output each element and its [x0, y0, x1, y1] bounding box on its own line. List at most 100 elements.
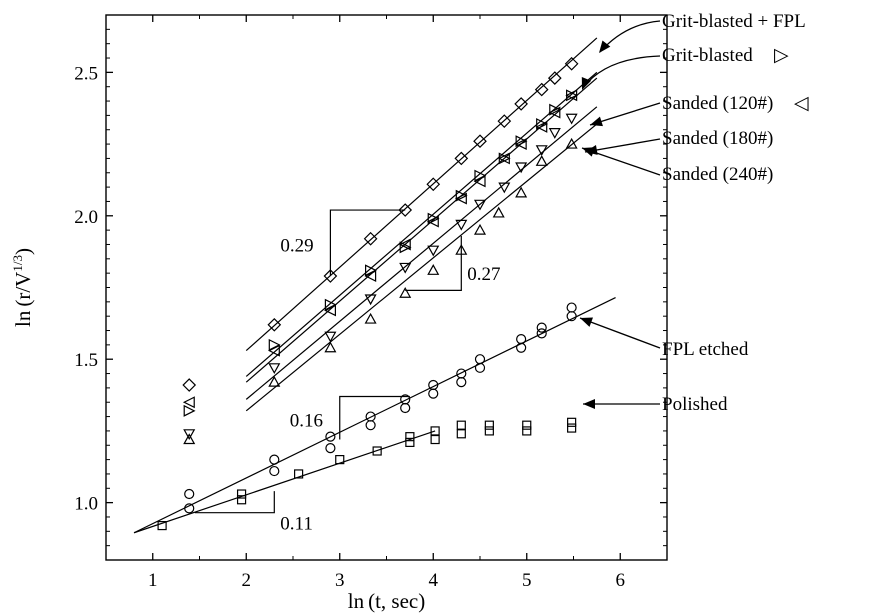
data-point-triangle-right — [427, 212, 440, 225]
fit-lines — [133, 37, 616, 534]
fit-line-triangle-down — [245, 106, 598, 400]
data-point-triangle-left — [473, 175, 486, 188]
data-point-triangle-left — [182, 396, 195, 409]
data-point-square — [236, 489, 247, 499]
data-point-triangle-up — [473, 223, 487, 235]
x-tick-label: 3 — [335, 570, 345, 591]
data-point-circle — [474, 354, 486, 365]
legend-arrow-head — [590, 116, 603, 127]
data-point-triangle-up — [427, 264, 440, 275]
legend-symbol-icon: ◁ — [794, 92, 809, 114]
fit-line-triangle-right — [245, 71, 598, 377]
data-point-triangle-left — [454, 192, 467, 205]
data-point-diamond — [547, 71, 562, 85]
data-point-triangle-down — [455, 219, 468, 231]
data-point-diamond — [323, 269, 338, 283]
data-point-square — [430, 426, 440, 436]
data-point-triangle-down — [268, 363, 281, 375]
data-point-triangle-up — [535, 155, 548, 166]
data-point-circle — [516, 334, 527, 345]
data-point-circle — [400, 394, 411, 405]
data-point-triangle-up — [268, 375, 281, 387]
data-point-diamond — [398, 203, 413, 217]
data-point-triangle-right — [455, 189, 468, 202]
data-point-square — [372, 446, 382, 456]
data-point-triangle-right — [365, 264, 377, 277]
slope-bracket — [329, 209, 406, 277]
data-point-square — [567, 417, 577, 427]
data-point-square — [430, 434, 440, 445]
data-point-diamond — [426, 177, 441, 192]
data-point-circle — [269, 465, 280, 477]
data-point-triangle-right — [399, 241, 412, 254]
data-point-triangle-left — [497, 152, 510, 165]
data-point-circle — [516, 342, 527, 353]
data-point-square — [567, 423, 577, 433]
x-tick-label: 6 — [616, 570, 626, 591]
x-axis-title-paren: (t, sec) — [368, 589, 425, 613]
data-point-triangle-down — [498, 182, 511, 194]
data-point-square — [456, 420, 466, 430]
data-point-diamond — [497, 114, 512, 128]
data-point-circle — [184, 503, 195, 514]
data-point-triangle-right — [183, 404, 196, 417]
data-point-circle — [456, 368, 467, 379]
data-point-circle — [400, 402, 411, 414]
fit-line-triangle-up — [245, 123, 598, 412]
legend-arrow-head — [581, 77, 592, 90]
data-point-circle — [428, 388, 439, 399]
data-point-triangle-up — [565, 137, 578, 149]
x-axis-title: ln (t, sec) — [348, 589, 425, 613]
data-point-square — [456, 429, 466, 439]
legend-arrow-head — [580, 317, 593, 327]
data-point-triangle-down — [427, 245, 440, 257]
data-point-triangle-down — [364, 294, 377, 306]
data-point-circle — [536, 328, 547, 339]
data-point-triangle-right — [474, 169, 487, 182]
x-tick-label: 5 — [522, 570, 532, 591]
data-point-square — [236, 495, 247, 505]
data-point-triangle-right — [549, 103, 562, 116]
slope-label: 0.29 — [280, 235, 313, 256]
data-point-triangle-left — [426, 215, 439, 228]
y-axis-title: ln (r/V1/3) — [10, 248, 35, 327]
data-point-triangle-right — [268, 338, 281, 351]
slope-bracket — [405, 235, 462, 291]
legend-label: Grit-blasted — [662, 45, 753, 66]
data-point-triangle-right — [515, 135, 528, 148]
slope-bracket — [339, 395, 410, 440]
data-point-circle — [456, 377, 467, 388]
legend-label: Polished — [662, 394, 728, 415]
data-point-circle — [184, 488, 195, 500]
data-point-diamond — [564, 56, 579, 71]
legend-symbol-icon: ▷ — [774, 44, 789, 66]
y-tick-label: 2.0 — [74, 207, 98, 228]
data-point-triangle-up — [492, 206, 505, 218]
x-axis-title-main: ln — [348, 589, 365, 613]
y-tick-label: 2.5 — [74, 63, 98, 84]
data-point-triangle-down — [399, 262, 412, 274]
data-point-diamond — [182, 378, 197, 392]
data-point-circle — [365, 411, 376, 422]
data-point-triangle-down — [324, 331, 337, 343]
data-point-triangle-down — [515, 162, 528, 174]
data-point-triangle-up — [364, 312, 377, 324]
data-point-diamond — [267, 317, 282, 332]
y-axis-title-paren: (r/V — [11, 272, 35, 307]
data-point-triangle-left — [398, 238, 411, 251]
data-point-diamond — [454, 151, 469, 166]
annotations: Grit-blasted + FPL Grit-blasted ▷ Sanded (1… — [194, 11, 809, 535]
data-point-triangle-down — [473, 199, 487, 211]
legend-label: FPL etched — [662, 339, 749, 360]
data-point-triangle-down — [565, 113, 578, 125]
legend-arrow-line — [579, 317, 661, 349]
plot-frame — [105, 14, 668, 561]
data-point-square — [522, 426, 532, 436]
legend-arrow-head — [599, 40, 611, 53]
data-point-triangle-left — [364, 270, 377, 282]
data-point-square — [522, 420, 532, 430]
y-tick-label: 1.0 — [74, 494, 98, 515]
y-tick-label: 1.5 — [74, 350, 98, 371]
legend-arrow-line — [581, 147, 661, 176]
